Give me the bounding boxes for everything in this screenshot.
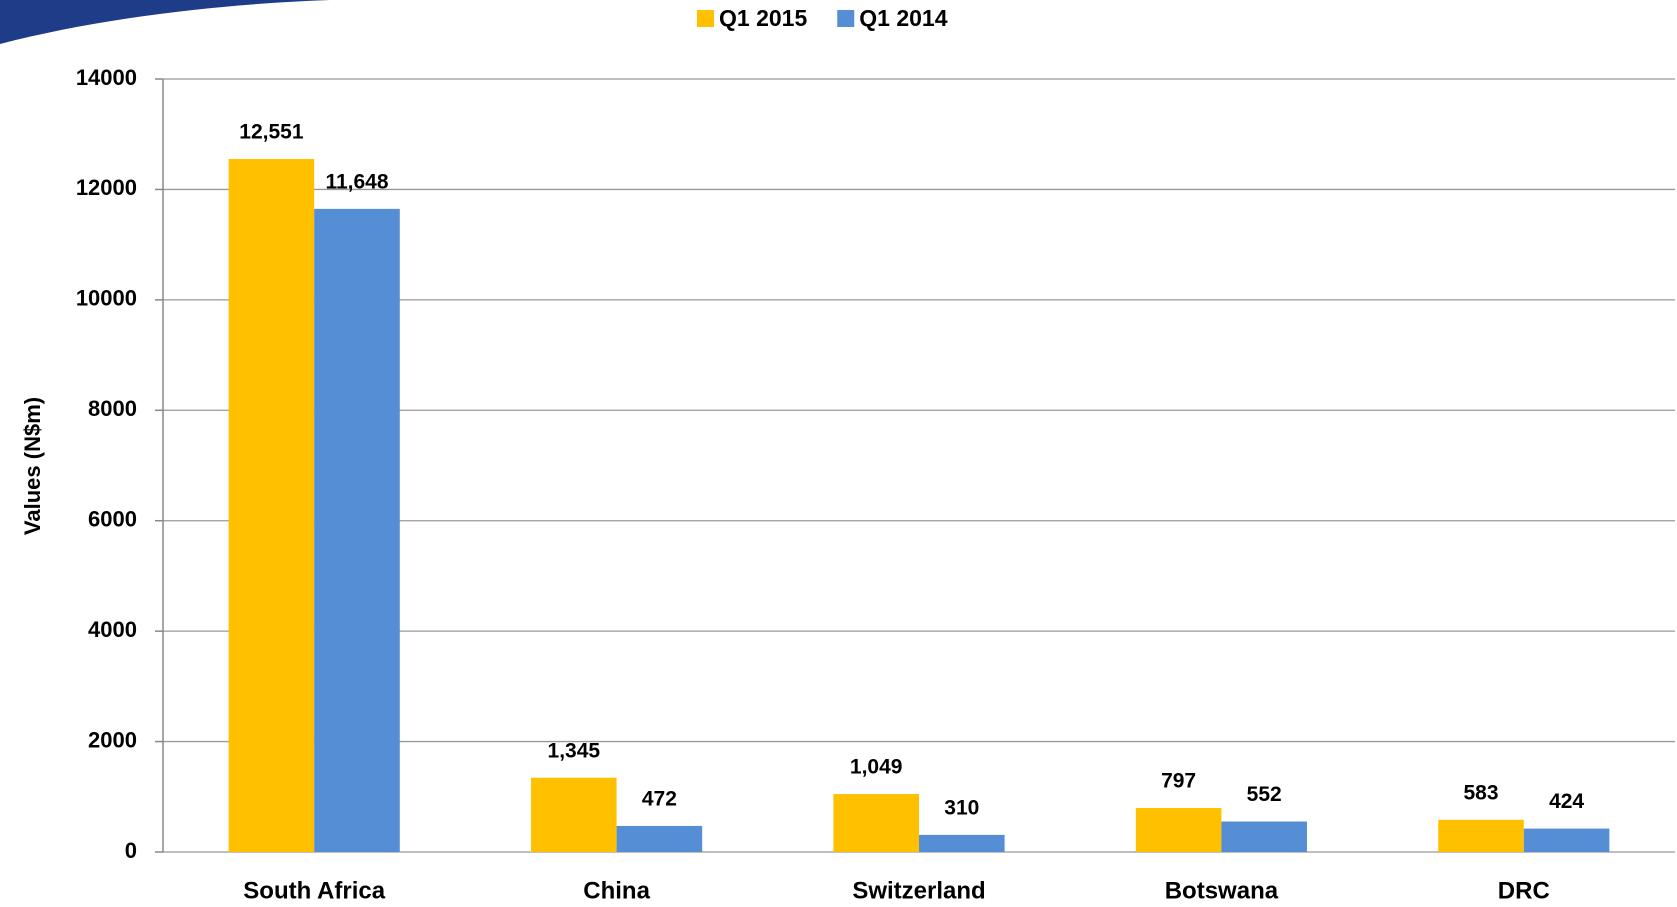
- legend-label: Q1 2015: [719, 5, 807, 31]
- data-label: 1,049: [850, 756, 903, 779]
- data-label: 797: [1161, 770, 1196, 793]
- data-label: 11,648: [325, 170, 388, 193]
- legend-label: Q1 2014: [859, 5, 947, 31]
- bar: [833, 794, 919, 852]
- legend-swatch: [697, 10, 714, 27]
- bar: [1135, 807, 1222, 852]
- bar: [314, 208, 400, 852]
- bar: [1523, 828, 1610, 852]
- bar: [228, 159, 315, 852]
- data-label: 583: [1463, 781, 1498, 804]
- bar: [1438, 819, 1524, 852]
- x-tick-label: DRC: [1498, 877, 1550, 904]
- legend-swatch: [837, 10, 855, 27]
- data-label: 472: [642, 787, 677, 810]
- x-tick-label: South Africa: [243, 877, 385, 904]
- data-label: 424: [1549, 790, 1584, 813]
- y-tick-label: 4000: [88, 617, 137, 642]
- bar: [531, 777, 617, 852]
- y-tick-label: 8000: [88, 396, 137, 421]
- y-tick-label: 0: [125, 838, 137, 863]
- y-axis-title: Values (N$m): [20, 397, 45, 535]
- data-label: 12,551: [239, 121, 304, 144]
- data-label: 310: [944, 796, 979, 819]
- bar: [616, 825, 703, 852]
- x-tick-label: Switzerland: [852, 877, 985, 904]
- y-tick-label: 14000: [76, 65, 137, 90]
- x-tick-label: Botswana: [1165, 877, 1279, 904]
- bar: [1221, 821, 1307, 852]
- corner-decoration: [0, 0, 330, 44]
- y-tick-label: 10000: [76, 286, 137, 311]
- y-tick-label: 12000: [76, 175, 137, 200]
- data-label: 1,345: [548, 739, 601, 762]
- x-tick-label: China: [583, 877, 650, 904]
- y-tick-label: 6000: [88, 507, 137, 532]
- y-tick-label: 2000: [88, 727, 137, 752]
- bar: [919, 834, 1005, 852]
- data-label: 552: [1247, 783, 1282, 806]
